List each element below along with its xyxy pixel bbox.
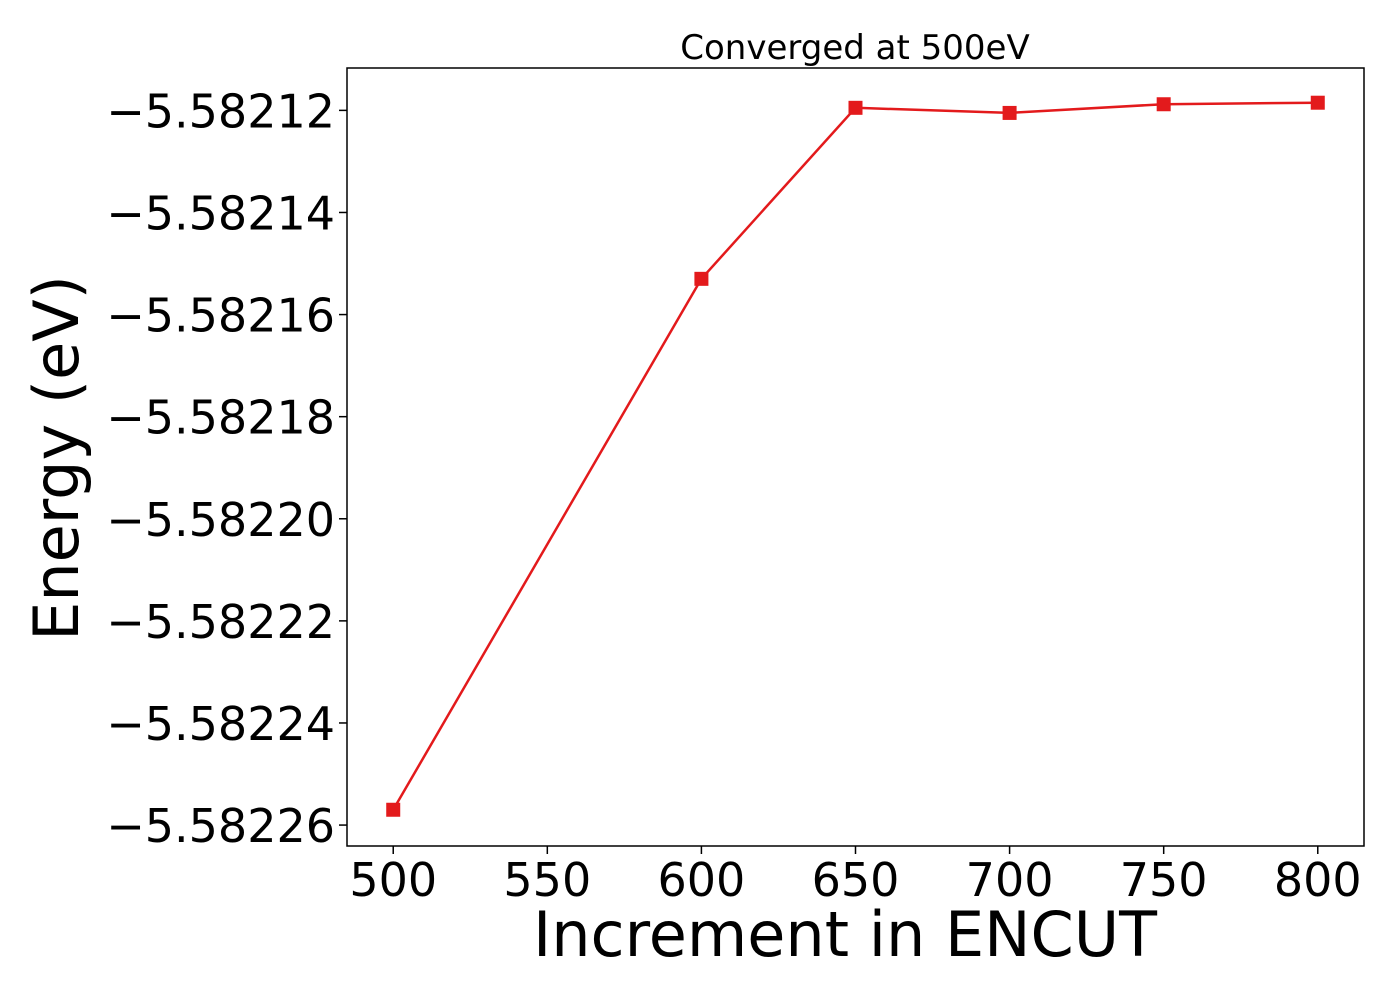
plot-frame — [346, 67, 1365, 847]
y-tick-label: −5.58220 — [106, 493, 335, 547]
x-tick-label: 650 — [812, 853, 900, 907]
y-tick-label: −5.58222 — [106, 595, 335, 649]
x-tick-label: 600 — [658, 853, 746, 907]
x-tick-label: 750 — [1120, 853, 1208, 907]
y-tick-label: −5.58224 — [106, 697, 335, 751]
x-tick-label: 800 — [1274, 853, 1362, 907]
y-axis-label: Energy (eV) — [20, 275, 93, 641]
y-tick-label: −5.58218 — [106, 391, 335, 445]
x-tick-label: 700 — [966, 853, 1054, 907]
x-tick-label: 500 — [349, 853, 437, 907]
chart-title: Converged at 500eV — [680, 28, 1029, 68]
axis-ticks: 500 550 600 650 700 750 800 −5.58212 −5.58214 −5.… — [106, 84, 1361, 907]
data-point-marker — [1156, 97, 1171, 112]
data-point-marker — [386, 802, 401, 817]
series-line — [392, 101, 1318, 811]
data-point-marker — [1002, 105, 1017, 120]
series-layer — [386, 95, 1325, 817]
data-point-marker — [848, 100, 863, 115]
y-tick-label: −5.58226 — [106, 799, 335, 853]
x-tick-label: 550 — [503, 853, 591, 907]
y-tick-label: −5.58214 — [106, 186, 335, 240]
data-point-marker — [694, 271, 709, 286]
y-tick-label: −5.58212 — [106, 84, 335, 138]
data-point-marker — [1310, 95, 1325, 110]
x-axis-label: Increment in ENCUT — [533, 898, 1158, 971]
y-tick-label: −5.58216 — [106, 289, 335, 343]
